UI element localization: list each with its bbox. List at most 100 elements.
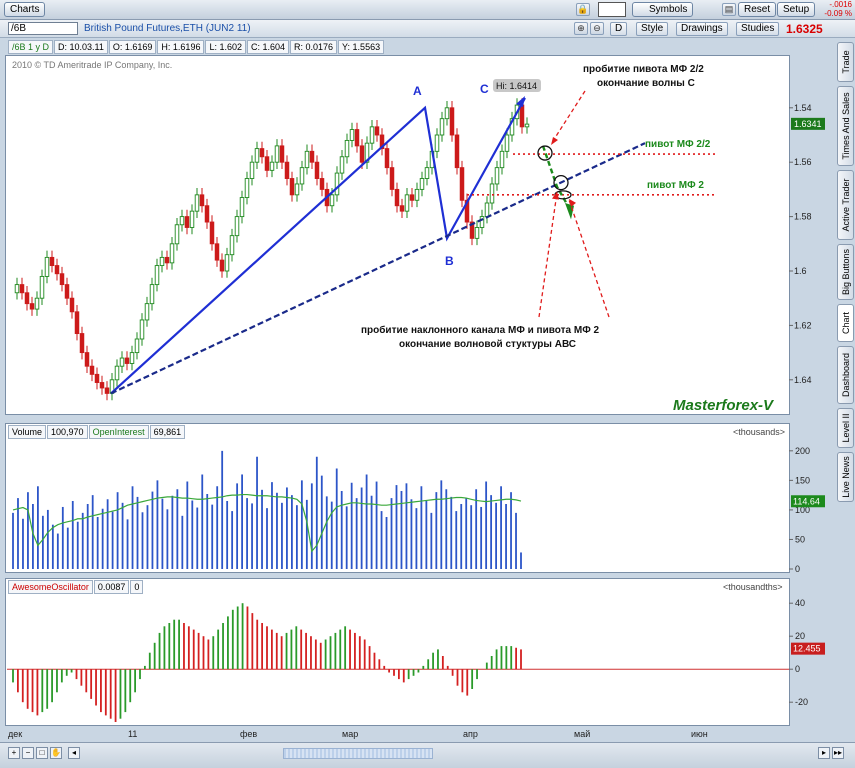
price-tick-label: 1.6: [794, 266, 807, 276]
hi-label: Hi: 1.6414: [496, 81, 537, 91]
scroll-end-icon[interactable]: ▸▸: [832, 747, 844, 759]
candle-body: [224, 254, 230, 272]
wave-arrowhead: [516, 95, 525, 107]
candle-body: [314, 161, 320, 179]
lock-icon[interactable]: 🔒: [576, 3, 590, 16]
candle-body: [354, 129, 360, 147]
style-label: Style: [641, 23, 664, 34]
date-value: D: 10.03.11: [54, 40, 108, 54]
side-tab-chart[interactable]: Chart: [837, 304, 854, 342]
scroll-left-icon[interactable]: ◂: [68, 747, 80, 759]
studies-button[interactable]: Studies: [736, 22, 780, 36]
last-price-tag-bg: [791, 117, 825, 130]
candle-body: [39, 275, 45, 299]
candle-body: [329, 194, 335, 207]
candle-body: [319, 178, 325, 190]
candle-body: [249, 161, 255, 179]
ao-tick-label: 0: [795, 664, 800, 674]
candle-body: [259, 148, 265, 158]
zoom-out-small-icon[interactable]: −: [22, 747, 34, 759]
candle-body: [394, 188, 400, 207]
quick-symbol-input[interactable]: [598, 2, 626, 17]
volume-chart[interactable]: 200 150 100 50 0 114.64: [5, 423, 835, 573]
wave-label-a: A: [413, 84, 422, 98]
price-chart[interactable]: 1.64 1.62 1.6 1.58 1.56 1.54 1.6341 A B C Hi: 1.64…: [5, 55, 835, 415]
x-label-feb: фев: [240, 729, 258, 739]
candle-body: [19, 284, 25, 294]
candle-body: [34, 297, 40, 310]
candle-body: [64, 284, 70, 299]
candle-body: [339, 156, 345, 174]
side-tab-live-news[interactable]: Live News: [837, 452, 854, 502]
symbol-input[interactable]: /6B: [8, 22, 78, 35]
scroll-right-icon[interactable]: ▸: [818, 747, 830, 759]
candle-body: [444, 107, 450, 120]
side-tab-label: Active Trader: [840, 178, 851, 232]
side-tab-big-buttons[interactable]: Big Buttons: [837, 244, 854, 300]
zoom-out-icon[interactable]: ⊖: [590, 22, 604, 35]
candle-body: [524, 123, 530, 128]
candle-body: [399, 205, 405, 212]
candle-body: [299, 167, 305, 185]
x-label-dec: дек: [8, 729, 23, 739]
candle-body: [414, 188, 420, 201]
breakout-circle-2: [553, 174, 569, 191]
projection-arrowhead: [565, 203, 574, 220]
candle-body: [284, 161, 290, 179]
style-button[interactable]: Style: [636, 22, 669, 36]
drawings-button[interactable]: Drawings: [676, 22, 728, 36]
side-tab-label: Level II: [840, 413, 851, 443]
candle-body: [449, 107, 455, 136]
candle-body: [379, 134, 385, 150]
side-tab-level-ii[interactable]: Level II: [837, 408, 854, 448]
ao-tag: 12.455: [793, 644, 821, 654]
ao-panel[interactable]: [5, 578, 790, 726]
side-tab-active-trader[interactable]: Active Trader: [837, 170, 854, 240]
hand-icon[interactable]: ✋: [50, 747, 62, 759]
range-value: R: 0.0176: [290, 40, 338, 54]
candle-body: [489, 183, 495, 204]
close-value: C: 1.604: [246, 40, 290, 54]
zoom-in-small-icon[interactable]: +: [8, 747, 20, 759]
side-tab-times-and-sales[interactable]: Times And Sales: [837, 86, 854, 166]
candle-body: [499, 150, 505, 169]
volume-label: Volume: [8, 425, 47, 439]
price-panel[interactable]: [5, 55, 790, 415]
side-tab-trade[interactable]: Trade: [837, 42, 854, 82]
volume-panel[interactable]: [5, 423, 790, 573]
ao-chart[interactable]: 40 20 0 -20 12.455: [5, 578, 835, 726]
pivot-2-label: пивот МФ 2: [647, 180, 704, 191]
period-label[interactable]: /6B 1 y D: [8, 40, 54, 54]
wave-label-b: B: [445, 254, 454, 268]
candle-body: [184, 216, 190, 228]
wave-label-c: C: [480, 82, 489, 96]
candle-body: [84, 352, 90, 367]
print-icon[interactable]: ▤: [722, 3, 736, 16]
reset-button[interactable]: Reset: [738, 2, 777, 17]
candle-body: [504, 134, 510, 152]
candle-body: [364, 142, 370, 163]
candle-body: [214, 243, 220, 261]
ao-value: 0.0087: [93, 580, 130, 594]
symbols-button[interactable]: Symbols: [632, 2, 694, 17]
setup-button[interactable]: Setup: [777, 2, 816, 17]
candle-body: [279, 145, 285, 163]
price-tick-label: 1.62: [794, 320, 812, 330]
bottom-note-line1: пробитие наклонного канала МФ и пивота М…: [361, 324, 600, 336]
top-note-line2: окончание волны С: [597, 78, 695, 89]
callout-bottom-arrowhead-2: [569, 198, 576, 207]
x-label-mar: мар: [342, 729, 359, 739]
charts-tab[interactable]: Charts: [4, 2, 46, 17]
scrollbar-thumb[interactable]: [283, 748, 433, 759]
pivot-22-label: пивот МФ 2/2: [645, 139, 711, 150]
timeframe-button[interactable]: D: [610, 22, 628, 36]
projection-arrow: [541, 145, 573, 212]
candle-body: [344, 139, 350, 158]
candle-body: [44, 256, 50, 277]
candle-body: [269, 161, 275, 171]
zoom-in-icon[interactable]: ⊕: [574, 22, 588, 35]
side-tab-dashboard[interactable]: Dashboard: [837, 346, 854, 404]
volume-tick-label: 200: [795, 446, 810, 456]
fit-icon[interactable]: □: [36, 747, 48, 759]
x-label-11: 11: [128, 729, 138, 739]
